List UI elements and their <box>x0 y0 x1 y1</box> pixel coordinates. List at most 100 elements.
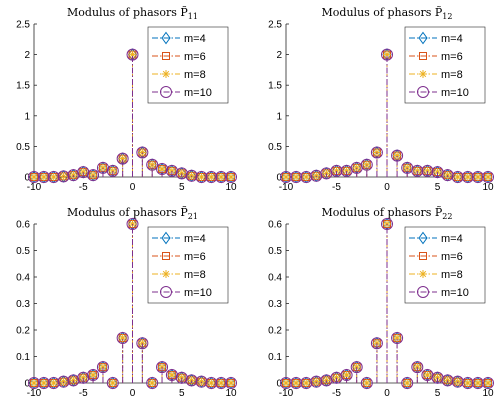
y-tick-label: 0.5 <box>268 142 282 153</box>
data-point <box>39 173 48 181</box>
data-point <box>451 171 464 183</box>
data-point <box>156 361 169 374</box>
data-point <box>401 377 414 389</box>
y-tick-label: 0.1 <box>16 352 30 363</box>
data-point <box>197 173 206 181</box>
y-tick-label: 0.4 <box>268 273 282 284</box>
legend-label: m=8 <box>441 69 463 81</box>
legend-marker <box>162 252 170 260</box>
data-point <box>30 379 38 387</box>
y-tick-label: 0.3 <box>268 299 282 310</box>
data-point <box>381 218 393 230</box>
y-tick-label: 0 <box>24 379 30 390</box>
data-point <box>30 173 38 181</box>
data-point <box>89 371 98 380</box>
data-point <box>227 173 235 181</box>
legend-box <box>147 226 229 304</box>
data-point <box>370 146 383 159</box>
legend-label: m=10 <box>184 87 212 99</box>
legend-marker <box>418 231 428 245</box>
x-tick-label: -10 <box>279 388 294 399</box>
data-point <box>282 173 290 181</box>
data-point <box>302 379 311 387</box>
data-point <box>381 48 393 61</box>
data-point <box>47 377 60 389</box>
data-point <box>225 377 237 389</box>
series-m=10 <box>28 48 237 183</box>
x-tick-label: 5 <box>179 182 185 193</box>
legend-marker <box>419 252 427 260</box>
legend-label: m=6 <box>184 251 206 263</box>
series-m=10 <box>280 48 494 183</box>
data-point <box>463 173 472 181</box>
legend-box <box>404 226 486 304</box>
y-tick-label: 1 <box>24 111 30 122</box>
data-point <box>403 379 412 387</box>
y-tick-label: 0 <box>276 379 282 390</box>
legend-label: m=4 <box>441 33 463 45</box>
data-point <box>205 171 218 183</box>
data-point <box>461 377 474 389</box>
x-tick-label: 5 <box>435 388 441 399</box>
x-tick-label: -10 <box>27 182 42 193</box>
legend-label: m=6 <box>441 51 463 63</box>
data-point <box>39 379 48 387</box>
data-point <box>57 375 70 388</box>
data-point <box>280 377 292 389</box>
data-point <box>360 377 373 389</box>
series-m=10 <box>28 218 237 389</box>
data-point <box>473 173 482 181</box>
x-tick-label: 0 <box>384 388 390 399</box>
legend-marker <box>419 270 427 278</box>
data-point <box>158 165 167 174</box>
data-point <box>217 379 226 387</box>
legend: m=4 m=6 m=8 m=10 <box>404 26 486 104</box>
data-point <box>350 361 363 374</box>
x-tick-label: 0 <box>384 182 390 193</box>
data-point <box>362 379 371 387</box>
legend-label: m=4 <box>184 233 206 245</box>
data-point <box>148 379 157 387</box>
legend-marker <box>162 270 170 278</box>
data-point <box>342 166 351 175</box>
y-tick-label: 0.3 <box>16 299 30 310</box>
data-point <box>116 331 129 344</box>
legend-label: m=4 <box>184 33 206 45</box>
data-point <box>126 48 139 61</box>
data-point <box>300 171 313 183</box>
data-point <box>118 333 127 342</box>
data-point <box>28 377 40 389</box>
data-point <box>441 169 454 182</box>
y-tick-label: 2.5 <box>16 20 30 31</box>
data-point <box>471 171 484 183</box>
x-tick-label: -10 <box>279 182 294 193</box>
data-point <box>282 379 290 387</box>
data-point <box>108 166 117 175</box>
data-point <box>290 171 303 183</box>
legend-marker <box>418 31 428 45</box>
y-tick-label: 2 <box>276 50 282 61</box>
data-point <box>391 149 404 162</box>
y-tick-label: 0.6 <box>268 220 282 231</box>
data-point <box>146 158 159 171</box>
y-tick-label: 0 <box>276 173 282 184</box>
y-tick-label: 0.5 <box>16 142 30 153</box>
data-point <box>205 377 218 389</box>
data-point <box>482 377 494 389</box>
data-point <box>423 371 432 380</box>
plot-title-subscript: 11 <box>188 12 198 21</box>
data-point <box>165 164 178 177</box>
legend-marker <box>160 286 172 298</box>
legend-marker <box>419 52 427 60</box>
data-point <box>108 379 117 387</box>
plot-title-subscript: 21 <box>188 212 198 221</box>
data-point <box>128 50 137 59</box>
data-point <box>280 171 292 183</box>
data-point <box>423 166 432 175</box>
legend-label: m=6 <box>184 51 206 63</box>
data-point <box>106 377 119 389</box>
x-tick-label: -5 <box>332 182 341 193</box>
y-tick-label: 0.5 <box>268 246 282 257</box>
plot-title: Modulus of phasors P̃12 <box>322 6 453 21</box>
